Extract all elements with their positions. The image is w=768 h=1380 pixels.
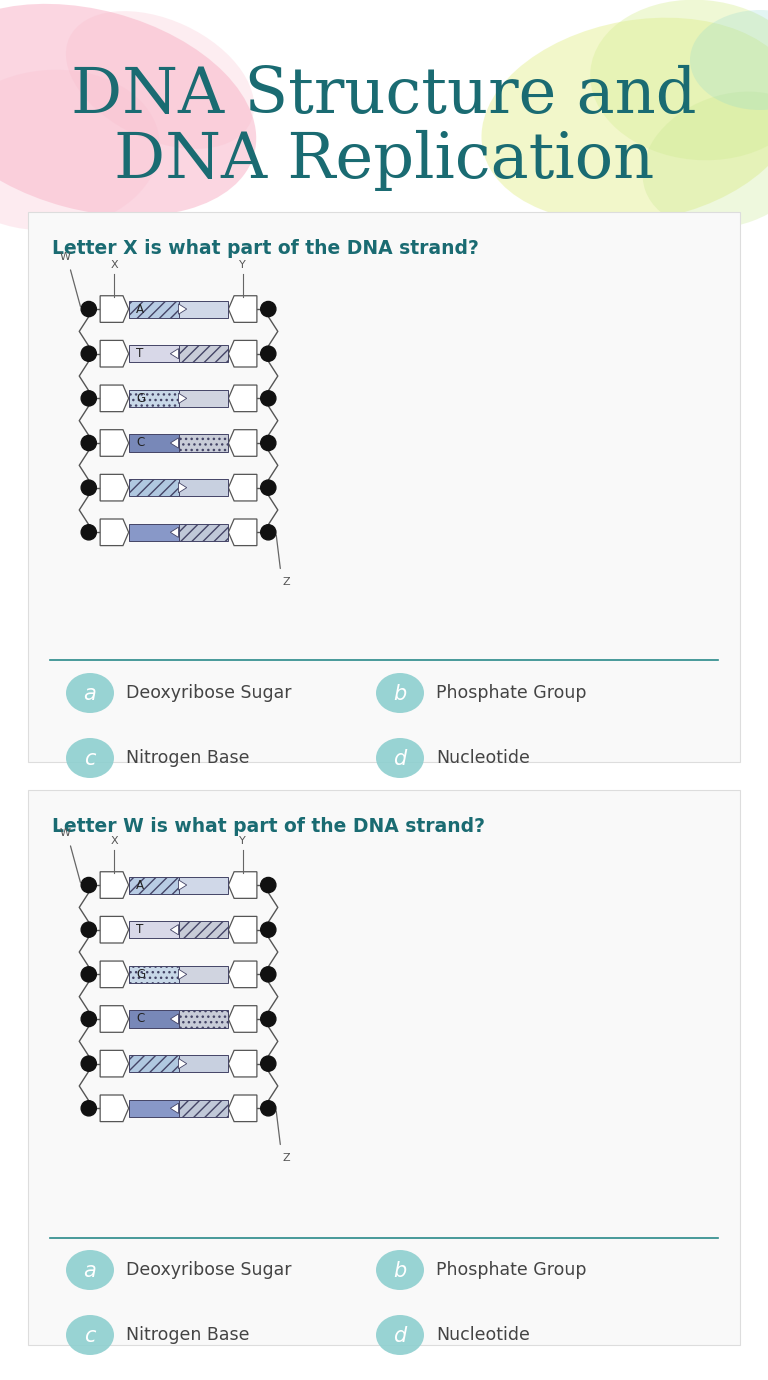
Text: b: b <box>393 684 406 704</box>
FancyBboxPatch shape <box>178 479 228 497</box>
Text: a: a <box>84 684 96 704</box>
Polygon shape <box>100 916 129 943</box>
Ellipse shape <box>66 11 254 149</box>
FancyBboxPatch shape <box>178 524 228 541</box>
Text: c: c <box>84 1326 96 1346</box>
Text: X: X <box>111 259 118 270</box>
Polygon shape <box>178 880 187 890</box>
Text: W: W <box>59 828 71 839</box>
Text: Deoxyribose Sugar: Deoxyribose Sugar <box>126 1261 292 1279</box>
Text: Z: Z <box>283 577 290 586</box>
Circle shape <box>81 480 96 495</box>
Text: T: T <box>136 923 144 936</box>
FancyBboxPatch shape <box>129 389 178 407</box>
Circle shape <box>81 524 96 540</box>
Circle shape <box>81 1056 96 1071</box>
Polygon shape <box>228 1050 257 1076</box>
Polygon shape <box>100 872 129 898</box>
Polygon shape <box>170 437 178 448</box>
Ellipse shape <box>376 1250 424 1290</box>
Text: C: C <box>136 1013 144 1025</box>
FancyBboxPatch shape <box>129 1100 178 1116</box>
Text: Nitrogen Base: Nitrogen Base <box>126 1326 250 1344</box>
Circle shape <box>260 301 276 316</box>
FancyBboxPatch shape <box>129 1010 178 1028</box>
Text: T: T <box>136 348 144 360</box>
Polygon shape <box>178 969 187 980</box>
FancyBboxPatch shape <box>178 389 228 407</box>
Circle shape <box>81 301 96 316</box>
Text: DNA Structure and: DNA Structure and <box>71 65 697 126</box>
Polygon shape <box>100 429 129 457</box>
Circle shape <box>260 436 276 451</box>
Ellipse shape <box>643 91 768 229</box>
FancyBboxPatch shape <box>178 1010 228 1028</box>
Polygon shape <box>100 295 129 323</box>
Polygon shape <box>100 341 129 367</box>
Text: Z: Z <box>283 1152 290 1163</box>
Circle shape <box>260 480 276 495</box>
Polygon shape <box>228 475 257 501</box>
Circle shape <box>260 346 276 362</box>
Polygon shape <box>178 1058 187 1068</box>
Polygon shape <box>228 960 257 988</box>
Circle shape <box>260 524 276 540</box>
FancyBboxPatch shape <box>178 1056 228 1072</box>
Polygon shape <box>100 385 129 411</box>
Polygon shape <box>228 872 257 898</box>
Text: W: W <box>59 253 71 262</box>
Ellipse shape <box>690 10 768 110</box>
FancyBboxPatch shape <box>129 301 178 317</box>
Text: Y: Y <box>240 836 246 846</box>
Text: G: G <box>136 392 145 404</box>
Circle shape <box>81 878 96 893</box>
Polygon shape <box>170 925 178 934</box>
Circle shape <box>260 967 276 983</box>
FancyBboxPatch shape <box>178 876 228 894</box>
Polygon shape <box>228 295 257 323</box>
Circle shape <box>260 878 276 893</box>
Text: d: d <box>393 1326 406 1346</box>
Polygon shape <box>170 1014 178 1024</box>
Text: Nucleotide: Nucleotide <box>436 749 530 767</box>
Circle shape <box>260 1056 276 1071</box>
Text: DNA Replication: DNA Replication <box>114 130 654 190</box>
FancyBboxPatch shape <box>28 789 740 1346</box>
Text: d: d <box>393 749 406 769</box>
Ellipse shape <box>590 0 768 160</box>
Circle shape <box>81 922 96 937</box>
Text: Phosphate Group: Phosphate Group <box>436 684 587 702</box>
Text: Phosphate Group: Phosphate Group <box>436 1261 587 1279</box>
Polygon shape <box>178 483 187 493</box>
Text: A: A <box>136 302 144 316</box>
Text: X: X <box>111 836 118 846</box>
FancyBboxPatch shape <box>178 435 228 451</box>
Circle shape <box>81 346 96 362</box>
FancyBboxPatch shape <box>129 876 178 894</box>
FancyBboxPatch shape <box>129 435 178 451</box>
FancyBboxPatch shape <box>129 966 178 983</box>
Polygon shape <box>228 1006 257 1032</box>
Ellipse shape <box>376 673 424 713</box>
Polygon shape <box>100 475 129 501</box>
Polygon shape <box>100 519 129 545</box>
Text: c: c <box>84 749 96 769</box>
Polygon shape <box>170 527 178 537</box>
Text: Y: Y <box>240 259 246 270</box>
Circle shape <box>81 1012 96 1027</box>
Text: a: a <box>84 1261 96 1281</box>
Ellipse shape <box>66 673 114 713</box>
Polygon shape <box>170 1103 178 1114</box>
Polygon shape <box>170 349 178 359</box>
FancyBboxPatch shape <box>129 524 178 541</box>
Polygon shape <box>100 1050 129 1076</box>
Circle shape <box>81 391 96 406</box>
Polygon shape <box>100 1094 129 1122</box>
Ellipse shape <box>66 738 114 778</box>
Text: A: A <box>136 879 144 891</box>
Circle shape <box>81 436 96 451</box>
FancyBboxPatch shape <box>28 213 740 762</box>
FancyBboxPatch shape <box>129 1056 178 1072</box>
Ellipse shape <box>66 1250 114 1290</box>
